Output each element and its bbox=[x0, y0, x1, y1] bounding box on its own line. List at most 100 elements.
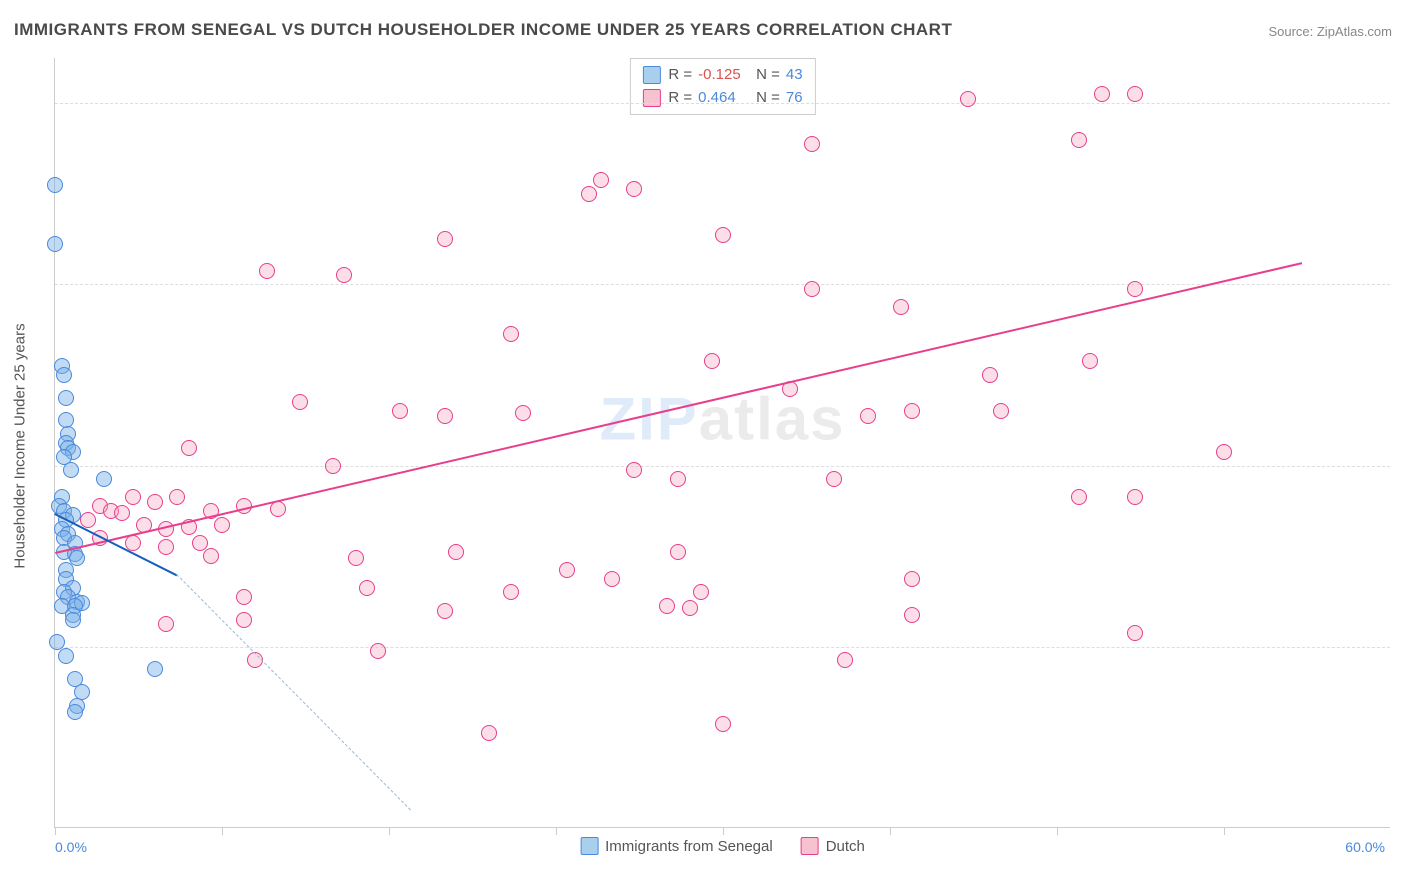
watermark-zip: ZIP bbox=[599, 386, 698, 453]
plot-area: ZIPatlas R = -0.125 N = 43 R = 0.464 N =… bbox=[54, 58, 1390, 828]
scatter-point-senegal bbox=[56, 367, 72, 383]
legend-n-label: N = bbox=[756, 64, 780, 87]
scatter-point-dutch bbox=[125, 489, 141, 505]
scatter-point-dutch bbox=[860, 408, 876, 424]
scatter-point-dutch bbox=[659, 598, 675, 614]
scatter-point-dutch bbox=[581, 186, 597, 202]
scatter-point-dutch bbox=[982, 367, 998, 383]
scatter-point-dutch bbox=[626, 181, 642, 197]
scatter-point-dutch bbox=[704, 353, 720, 369]
x-legend-item-dutch: Dutch bbox=[801, 837, 865, 855]
legend-row-senegal: R = -0.125 N = 43 bbox=[642, 64, 802, 87]
legend-swatch-senegal bbox=[642, 66, 660, 84]
legend-n-value: 76 bbox=[786, 87, 803, 110]
y-tick-label: $100,000 bbox=[1394, 95, 1406, 111]
gridline-horizontal bbox=[55, 647, 1390, 648]
legend-box: R = -0.125 N = 43 R = 0.464 N = 76 bbox=[629, 58, 815, 115]
scatter-point-dutch bbox=[370, 643, 386, 659]
x-legend-swatch-senegal bbox=[580, 837, 598, 855]
x-tick bbox=[723, 827, 724, 835]
scatter-point-dutch bbox=[1127, 625, 1143, 641]
scatter-point-dutch bbox=[1127, 281, 1143, 297]
scatter-point-dutch bbox=[259, 263, 275, 279]
legend-r-value: -0.125 bbox=[698, 64, 750, 87]
scatter-point-dutch bbox=[670, 544, 686, 560]
scatter-point-dutch bbox=[359, 580, 375, 596]
scatter-point-dutch bbox=[80, 512, 96, 528]
scatter-point-dutch bbox=[192, 535, 208, 551]
x-legend-item-senegal: Immigrants from Senegal bbox=[580, 837, 773, 855]
scatter-point-dutch bbox=[437, 603, 453, 619]
scatter-point-dutch bbox=[448, 544, 464, 560]
scatter-point-dutch bbox=[1127, 489, 1143, 505]
y-tick-label: $80,000 bbox=[1394, 276, 1406, 292]
legend-n-value: 43 bbox=[786, 64, 803, 87]
scatter-point-dutch bbox=[960, 91, 976, 107]
scatter-point-dutch bbox=[325, 458, 341, 474]
gridline-horizontal bbox=[55, 103, 1390, 104]
scatter-point-dutch bbox=[593, 172, 609, 188]
watermark-atlas: atlas bbox=[699, 386, 846, 453]
legend-row-dutch: R = 0.464 N = 76 bbox=[642, 87, 802, 110]
scatter-point-dutch bbox=[715, 227, 731, 243]
scatter-point-senegal bbox=[47, 177, 63, 193]
trendline-dutch bbox=[55, 262, 1302, 554]
scatter-point-dutch bbox=[214, 517, 230, 533]
scatter-point-senegal bbox=[67, 704, 83, 720]
x-axis-min-label: 0.0% bbox=[55, 839, 87, 855]
scatter-point-dutch bbox=[893, 299, 909, 315]
scatter-point-dutch bbox=[559, 562, 575, 578]
scatter-point-dutch bbox=[114, 505, 130, 521]
x-tick bbox=[1224, 827, 1225, 835]
scatter-point-dutch bbox=[236, 589, 252, 605]
x-tick bbox=[1057, 827, 1058, 835]
scatter-point-dutch bbox=[503, 584, 519, 600]
scatter-point-dutch bbox=[147, 494, 163, 510]
scatter-point-senegal bbox=[65, 612, 81, 628]
scatter-point-senegal bbox=[63, 462, 79, 478]
gridline-horizontal bbox=[55, 466, 1390, 467]
scatter-point-dutch bbox=[993, 403, 1009, 419]
legend-r-value: 0.464 bbox=[698, 87, 750, 110]
scatter-point-dutch bbox=[1094, 86, 1110, 102]
legend-text-dutch: R = 0.464 N = 76 bbox=[668, 87, 802, 110]
scatter-point-dutch bbox=[515, 405, 531, 421]
scatter-point-dutch bbox=[181, 440, 197, 456]
scatter-point-senegal bbox=[147, 661, 163, 677]
legend-n-label: N = bbox=[756, 87, 780, 110]
scatter-point-dutch bbox=[503, 326, 519, 342]
chart-title: IMMIGRANTS FROM SENEGAL VS DUTCH HOUSEHO… bbox=[14, 20, 952, 40]
x-tick bbox=[55, 827, 56, 835]
scatter-point-dutch bbox=[670, 471, 686, 487]
watermark: ZIPatlas bbox=[599, 385, 845, 454]
gridline-horizontal bbox=[55, 284, 1390, 285]
scatter-point-dutch bbox=[169, 489, 185, 505]
x-axis-legend: Immigrants from Senegal Dutch bbox=[580, 837, 865, 855]
scatter-point-dutch bbox=[158, 539, 174, 555]
scatter-point-senegal bbox=[96, 471, 112, 487]
scatter-point-dutch bbox=[715, 716, 731, 732]
legend-text-senegal: R = -0.125 N = 43 bbox=[668, 64, 802, 87]
scatter-point-senegal bbox=[58, 648, 74, 664]
scatter-point-dutch bbox=[1071, 489, 1087, 505]
scatter-point-dutch bbox=[481, 725, 497, 741]
scatter-point-senegal bbox=[47, 236, 63, 252]
y-tick-label: $40,000 bbox=[1394, 639, 1406, 655]
scatter-point-dutch bbox=[826, 471, 842, 487]
scatter-point-dutch bbox=[392, 403, 408, 419]
scatter-point-dutch bbox=[682, 600, 698, 616]
scatter-point-dutch bbox=[626, 462, 642, 478]
scatter-point-dutch bbox=[837, 652, 853, 668]
x-tick bbox=[389, 827, 390, 835]
source-link[interactable]: ZipAtlas.com bbox=[1317, 24, 1392, 39]
scatter-point-dutch bbox=[437, 408, 453, 424]
x-legend-label: Dutch bbox=[826, 838, 865, 855]
scatter-point-dutch bbox=[158, 616, 174, 632]
scatter-point-dutch bbox=[437, 231, 453, 247]
scatter-point-dutch bbox=[904, 403, 920, 419]
scatter-point-senegal bbox=[58, 390, 74, 406]
source-attribution: Source: ZipAtlas.com bbox=[1268, 24, 1392, 39]
scatter-point-dutch bbox=[1082, 353, 1098, 369]
x-tick bbox=[222, 827, 223, 835]
legend-r-label: R = bbox=[668, 64, 692, 87]
